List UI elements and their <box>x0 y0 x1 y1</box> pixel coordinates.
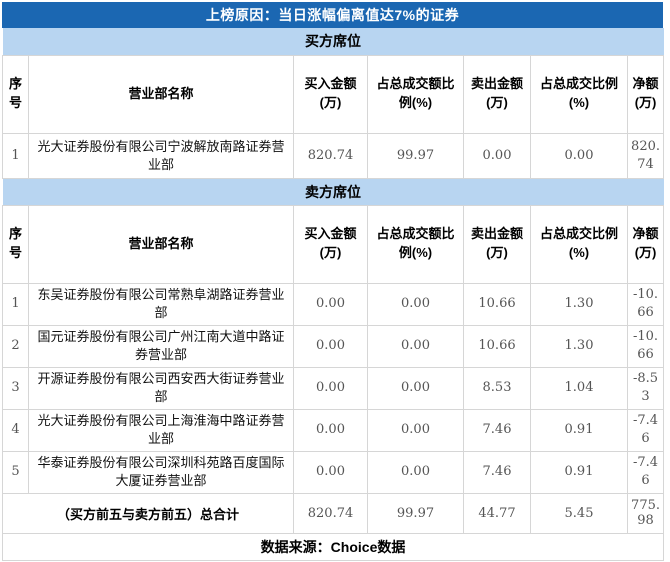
cell-index: 3 <box>2 366 29 410</box>
sell-section-label: 卖方席位 <box>2 178 664 205</box>
cell-index: 5 <box>2 450 29 494</box>
sell-section-band: 卖方席位 <box>2 178 664 205</box>
cell-total-buy-pct: 99.97 <box>367 492 464 534</box>
cell-branch-name: 光大证券股份有限公司宁波解放南路证券营业部 <box>28 132 294 179</box>
cell-branch-name: 光大证券股份有限公司上海淮海中路证券营业部 <box>28 408 294 452</box>
col-header-index: 序号 <box>2 204 29 284</box>
cell-total-sell-amount: 44.77 <box>463 492 531 534</box>
col-header-sell-amount: 卖出金额(万) <box>463 54 531 134</box>
cell-net-amount: -7.46 <box>626 450 665 494</box>
col-header-buy-amount: 买入金额(万) <box>293 204 368 284</box>
table-row-buy-1: 1 光大证券股份有限公司宁波解放南路证券营业部 820.74 99.97 0.0… <box>2 132 665 179</box>
cell-buy-pct: 0.00 <box>367 324 464 368</box>
cell-buy-amount: 0.00 <box>293 408 368 452</box>
col-header-net-amount: 净额(万) <box>626 54 665 134</box>
cell-sell-pct: 1.30 <box>530 282 628 326</box>
cell-net-amount: -8.53 <box>626 366 665 410</box>
col-header-sell-amount: 卖出金额(万) <box>463 204 531 284</box>
cell-net-amount: -10.66 <box>626 324 665 368</box>
cell-branch-name: 东吴证券股份有限公司常熟阜湖路证券营业部 <box>28 282 294 326</box>
cell-sell-amount: 7.46 <box>463 450 531 494</box>
cell-total-sell-pct: 5.45 <box>530 492 628 534</box>
cell-net-amount: 820.74 <box>626 132 665 179</box>
table-row-total: （买方前五与卖方前五）总合计 820.74 99.97 44.77 5.45 7… <box>2 492 665 534</box>
cell-buy-pct: 0.00 <box>367 408 464 452</box>
cell-buy-amount: 0.00 <box>293 324 368 368</box>
cell-sell-amount: 0.00 <box>463 132 531 179</box>
data-source-label: 数据来源：Choice数据 <box>1 532 665 561</box>
cell-sell-amount: 10.66 <box>463 324 531 368</box>
table-row-sell-4: 4 光大证券股份有限公司上海淮海中路证券营业部 0.00 0.00 7.46 0… <box>2 408 665 452</box>
buy-header-row: 序号 营业部名称 买入金额(万) 占总成交额比例(%) 卖出金额(万) 占总成交… <box>2 54 665 134</box>
col-header-buy-pct: 占总成交额比例(%) <box>367 204 464 284</box>
cell-index: 1 <box>2 132 29 179</box>
table-row-sell-3: 3 开源证券股份有限公司西安西大街证券营业部 0.00 0.00 8.53 1.… <box>2 366 665 410</box>
cell-net-amount: -10.66 <box>626 282 665 326</box>
cell-sell-pct: 0.91 <box>530 450 628 494</box>
col-header-net-amount: 净额(万) <box>626 204 665 284</box>
col-header-sell-pct: 占总成交比例(%) <box>530 204 628 284</box>
table-row-sell-1: 1 东吴证券股份有限公司常熟阜湖路证券营业部 0.00 0.00 10.66 1… <box>2 282 665 326</box>
cell-buy-amount: 0.00 <box>293 282 368 326</box>
col-header-index: 序号 <box>2 54 29 134</box>
cell-buy-amount: 0.00 <box>293 450 368 494</box>
col-header-buy-amount: 买入金额(万) <box>293 54 368 134</box>
col-header-branch-name: 营业部名称 <box>28 54 294 134</box>
buy-section-band: 买方席位 <box>2 28 664 55</box>
col-header-buy-pct: 占总成交额比例(%) <box>367 54 464 134</box>
cell-buy-pct: 99.97 <box>367 132 464 179</box>
col-header-branch-name: 营业部名称 <box>28 204 294 284</box>
cell-total-net-amount: 775.98 <box>626 492 665 534</box>
cell-sell-amount: 10.66 <box>463 282 531 326</box>
total-row-label: （买方前五与卖方前五）总合计 <box>2 492 294 534</box>
cell-total-buy-amount: 820.74 <box>293 492 368 534</box>
buy-section-label: 买方席位 <box>2 28 664 55</box>
cell-buy-pct: 0.00 <box>367 366 464 410</box>
report-reason-banner: 上榜原因：当日涨幅偏离值达7%的证券 <box>2 2 663 28</box>
sell-header-row: 序号 营业部名称 买入金额(万) 占总成交额比例(%) 卖出金额(万) 占总成交… <box>2 204 665 284</box>
cell-sell-pct: 0.00 <box>530 132 628 179</box>
trading-seats-table: 买方席位 序号 营业部名称 买入金额(万) 占总成交额比例(%) 卖出金额(万)… <box>1 28 665 561</box>
col-header-sell-pct: 占总成交比例(%) <box>530 54 628 134</box>
cell-branch-name: 华泰证券股份有限公司深圳科苑路百度国际大厦证券营业部 <box>28 450 294 494</box>
table-row-sell-2: 2 国元证券股份有限公司广州江南大道中路证券营业部 0.00 0.00 10.6… <box>2 324 665 368</box>
cell-sell-pct: 1.04 <box>530 366 628 410</box>
cell-buy-amount: 820.74 <box>293 132 368 179</box>
cell-buy-pct: 0.00 <box>367 282 464 326</box>
cell-sell-amount: 7.46 <box>463 408 531 452</box>
data-source-row: 数据来源：Choice数据 <box>1 532 665 561</box>
cell-index: 1 <box>2 282 29 326</box>
cell-sell-amount: 8.53 <box>463 366 531 410</box>
table-row-sell-5: 5 华泰证券股份有限公司深圳科苑路百度国际大厦证券营业部 0.00 0.00 7… <box>2 450 665 494</box>
cell-net-amount: -7.46 <box>626 408 665 452</box>
cell-branch-name: 开源证券股份有限公司西安西大街证券营业部 <box>28 366 294 410</box>
cell-index: 4 <box>2 408 29 452</box>
cell-sell-pct: 1.30 <box>530 324 628 368</box>
cell-index: 2 <box>2 324 29 368</box>
cell-buy-pct: 0.00 <box>367 450 464 494</box>
cell-sell-pct: 0.91 <box>530 408 628 452</box>
cell-branch-name: 国元证券股份有限公司广州江南大道中路证券营业部 <box>28 324 294 368</box>
cell-buy-amount: 0.00 <box>293 366 368 410</box>
